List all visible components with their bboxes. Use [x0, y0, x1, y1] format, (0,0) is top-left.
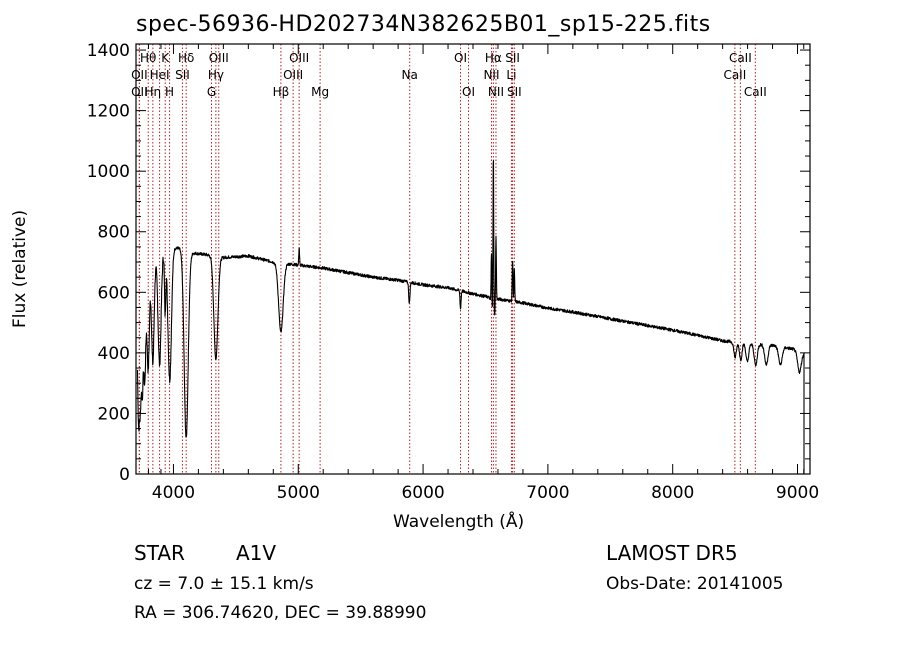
y-tick-label: 600: [98, 283, 130, 303]
x-tick-label: 4000: [152, 483, 195, 503]
line-label: OI: [454, 51, 467, 65]
line-label: SII: [507, 85, 522, 99]
redshift-cz: cz = 7.0 ± 15.1 km/s: [134, 574, 314, 594]
x-axis-label: Wavelength (Å): [393, 512, 525, 532]
survey-name: LAMOST DR5: [606, 541, 738, 565]
coordinates: RA = 306.74620, DEC = 39.88990: [134, 603, 427, 623]
emission-line-markers: [138, 44, 756, 474]
line-label: HeI: [150, 68, 170, 82]
object-class: STAR: [134, 541, 185, 565]
line-label: Hδ: [178, 51, 194, 65]
x-tick-label: 8000: [651, 483, 694, 503]
axis-ticks: 4000 5000 6000 7000 8000 9000 0 200 400 600 800 100…: [87, 41, 819, 503]
y-tick-label: 200: [98, 404, 130, 424]
line-label: OIII: [209, 51, 229, 65]
line-label: H: [165, 85, 174, 99]
chart-title: spec-56936-HD202734N382625B01_sp15-225.f…: [136, 12, 711, 37]
y-tick-label: 400: [98, 344, 130, 364]
line-label: OII: [131, 85, 148, 99]
y-axis-label: Flux (relative): [10, 209, 30, 328]
line-labels: Hθ OII OII K HeI Hη H Hδ SII OIII Hγ G OIII OIII Hβ Mg N…: [131, 51, 767, 99]
line-label: Hγ: [208, 68, 224, 82]
x-tick-label: 9000: [776, 483, 819, 503]
line-label: OIII: [283, 68, 303, 82]
line-label: CaII: [729, 51, 752, 65]
spectrum-line: [136, 160, 805, 474]
y-tick-label: 1400: [87, 41, 130, 61]
line-label: K: [161, 51, 170, 65]
line-label: SII: [175, 68, 190, 82]
y-tick-label: 1000: [87, 162, 130, 182]
line-label: OI: [462, 85, 475, 99]
observation-date: Obs-Date: 20141005: [606, 574, 784, 594]
line-label: Hη: [145, 85, 162, 99]
line-label: Na: [402, 68, 418, 82]
line-label: NII: [483, 68, 499, 82]
line-label: Hα: [485, 51, 502, 65]
line-label: CaII: [723, 68, 746, 82]
line-label: Hβ: [273, 85, 290, 99]
line-label: CaII: [744, 85, 767, 99]
x-tick-label: 5000: [277, 483, 320, 503]
line-label: OII: [131, 68, 148, 82]
line-label: Li: [506, 68, 516, 82]
line-label: G: [207, 85, 216, 99]
line-label: OIII: [289, 51, 309, 65]
y-tick-label: 1200: [87, 102, 130, 122]
x-tick-label: 7000: [526, 483, 569, 503]
line-label: Hθ: [140, 51, 156, 65]
y-tick-label: 800: [98, 223, 130, 243]
line-label: SII: [505, 51, 520, 65]
spectral-subclass: A1V: [236, 541, 277, 565]
line-label: NII: [488, 85, 504, 99]
y-tick-label: 0: [119, 465, 130, 485]
x-tick-label: 6000: [401, 483, 444, 503]
plot-frame: [135, 43, 811, 475]
line-label: Mg: [311, 85, 329, 99]
